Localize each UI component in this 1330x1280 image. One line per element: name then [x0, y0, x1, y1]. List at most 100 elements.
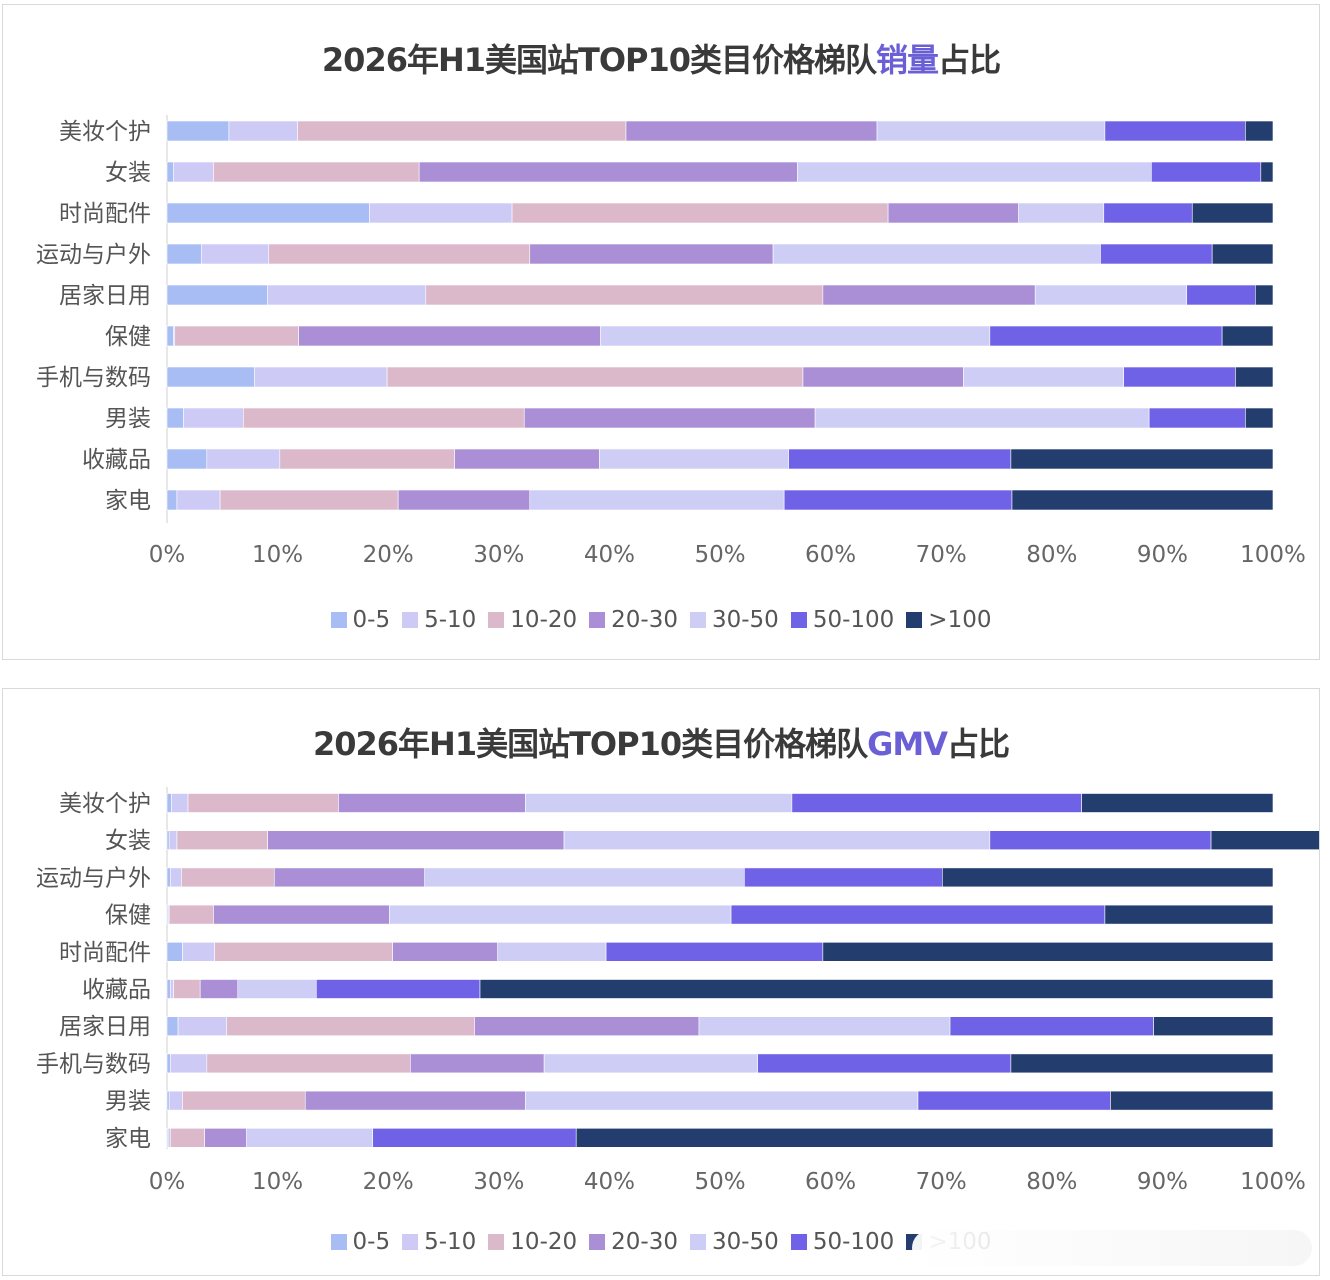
- bar-segment: [166, 202, 370, 224]
- bar-segment: [1210, 830, 1319, 850]
- legend-label: >100: [928, 607, 992, 633]
- bar-segment: [177, 1016, 228, 1037]
- bar-segment: [1100, 243, 1213, 265]
- bar-segment: [529, 489, 785, 511]
- bar-segment: [200, 243, 270, 265]
- bar-segment: [214, 942, 393, 962]
- category-label: 时尚配件: [59, 940, 151, 966]
- bar-segment: [1034, 284, 1188, 306]
- title-prefix: 2026年H1美国站TOP10类目价格梯队: [312, 725, 868, 763]
- bar-segment: [1123, 366, 1236, 388]
- legend-label: 50-100: [812, 607, 895, 633]
- bar-segment: [814, 407, 1150, 429]
- bar-segment: [237, 979, 317, 999]
- bar-segment: [1151, 161, 1262, 183]
- bar-segment: [563, 830, 991, 850]
- sales-volume-chart-panel: 2026年H1美国站TOP10类目价格梯队销量占比 美妆个护 女装 时尚配件 运动与户…: [2, 4, 1320, 660]
- x-tick-label: 50%: [694, 1169, 745, 1195]
- bar-segment: [523, 407, 816, 429]
- bar-segment: [418, 161, 798, 183]
- bar-segment: [389, 904, 732, 925]
- bar-segment: [166, 793, 172, 813]
- category-label: 手机与数码: [36, 1051, 151, 1077]
- bar-segment: [757, 1053, 1012, 1074]
- bar-segment: [989, 830, 1212, 850]
- bar-segment: [170, 1127, 205, 1148]
- x-tick-label: 70%: [916, 1169, 967, 1195]
- legend-label: 20-30: [611, 607, 678, 633]
- bar-segment: [168, 904, 214, 925]
- bar-segment: [182, 1090, 306, 1111]
- bar-segment: [166, 830, 170, 850]
- legend-label: 10-20: [510, 607, 578, 633]
- legend-label: 5-10: [424, 1229, 477, 1255]
- x-tick-label: 100%: [1240, 542, 1306, 568]
- bar-segment: [228, 120, 298, 142]
- bar-segment: [199, 979, 239, 999]
- legend-swatch: [488, 1234, 505, 1250]
- bar-segment: [166, 120, 230, 142]
- bar-segment: [168, 1090, 183, 1111]
- bar-segment: [744, 867, 943, 888]
- legend-item: 50-100: [790, 1229, 894, 1255]
- bar-segment: [176, 489, 221, 511]
- bar-segment: [166, 942, 183, 962]
- bar-segment: [525, 793, 793, 813]
- bar-segment: [1104, 120, 1246, 142]
- x-tick-label: 60%: [805, 542, 856, 568]
- category-label: 家电: [105, 488, 151, 514]
- x-tick-label: 30%: [473, 1169, 524, 1195]
- bar-segment: [949, 1016, 1154, 1037]
- bar-segment: [525, 1090, 919, 1111]
- legend-item: 0-5: [330, 607, 391, 633]
- bar-segment: [166, 407, 184, 429]
- bar-segment: [454, 448, 600, 470]
- bar-segment: [279, 448, 455, 470]
- bar-segment: [166, 1053, 171, 1074]
- bar-segment: [174, 325, 299, 347]
- category-label: 男装: [105, 1089, 151, 1115]
- x-tick-label: 90%: [1137, 1169, 1188, 1195]
- bar-segment: [167, 1127, 171, 1148]
- bar-segment: [479, 979, 1274, 999]
- bar-segment: [1010, 1053, 1274, 1074]
- bar-segment: [166, 489, 178, 511]
- legend-sales: 0-5 5-10 10-20 20-30 30-50 50-100 >100: [3, 607, 1319, 633]
- bar-segment: [599, 448, 789, 470]
- bar-segment: [1104, 904, 1274, 925]
- legend-swatch: [790, 1234, 807, 1250]
- bar-segment: [246, 1127, 374, 1148]
- legend-label: 5-10: [424, 607, 477, 633]
- legend-item: 10-20: [488, 1229, 577, 1255]
- bar-segment: [392, 942, 498, 962]
- legend-label: 0-5: [352, 607, 391, 633]
- bar-segment: [397, 489, 531, 511]
- category-label: 美妆个护: [59, 119, 151, 145]
- x-tick-label: 20%: [363, 542, 414, 568]
- bar-segment: [297, 120, 627, 142]
- bar-segment: [171, 793, 189, 813]
- chart-title-sales: 2026年H1美国站TOP10类目价格梯队销量占比: [3, 35, 1319, 81]
- bar-segment: [1018, 202, 1105, 224]
- x-tick-label: 90%: [1137, 542, 1188, 568]
- legend-label: 10-20: [510, 1229, 578, 1255]
- x-tick-label: 70%: [916, 542, 967, 568]
- category-label: 女装: [105, 160, 151, 186]
- category-label: 手机与数码: [36, 365, 151, 391]
- legend-item: 10-20: [488, 607, 577, 633]
- bar-segment: [497, 942, 607, 962]
- legend-item: >100: [906, 607, 991, 633]
- legend-swatch: [790, 612, 807, 628]
- bar-segment: [797, 161, 1152, 183]
- legend-swatch: [488, 612, 505, 628]
- bar-segment: [474, 1016, 700, 1037]
- bar-segment: [166, 979, 171, 999]
- category-label: 收藏品: [82, 977, 151, 1003]
- bar-segment: [166, 243, 202, 265]
- bar-segment: [772, 243, 1101, 265]
- bar-segment: [316, 979, 481, 999]
- category-label: 运动与户外: [36, 865, 151, 891]
- bar-segment: [963, 366, 1124, 388]
- bar-segment: [170, 1053, 208, 1074]
